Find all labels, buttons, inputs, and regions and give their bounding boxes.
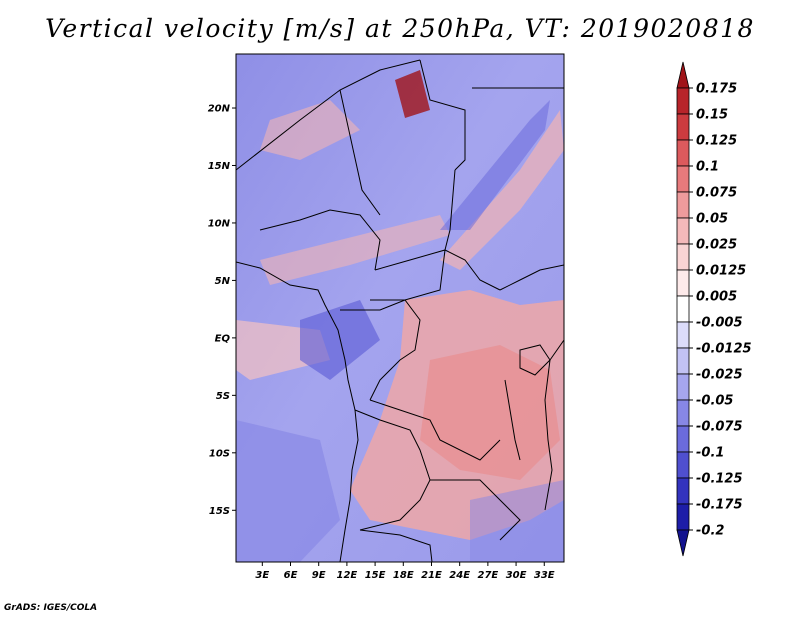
colorbar-label: -0.005 xyxy=(696,316,743,331)
colorbar-segment xyxy=(676,399,690,427)
colorbar-segment xyxy=(676,503,690,531)
colorbar-segment xyxy=(676,269,690,297)
colorbar-segment xyxy=(676,295,690,323)
lon-tick-label: 21E xyxy=(421,570,442,581)
colorbar-label: 0.05 xyxy=(696,212,728,227)
colorbar-segment xyxy=(676,165,690,193)
colorbar-segment xyxy=(676,477,690,505)
border-angola xyxy=(354,409,431,531)
negative-band-southwest xyxy=(236,420,340,562)
lon-tick-label: 18E xyxy=(393,570,414,581)
colorbar-label: 0.075 xyxy=(696,186,737,201)
border-sahara-2 xyxy=(339,89,381,216)
lake-victoria xyxy=(519,344,551,376)
colorbar-label: 0.125 xyxy=(696,134,737,149)
map-frame xyxy=(235,53,565,563)
border-zambia xyxy=(430,479,521,541)
colorbar-segment xyxy=(676,373,690,401)
colorbar-segment xyxy=(676,347,690,375)
coastline-gulf-of-guinea xyxy=(236,261,359,562)
border-congo xyxy=(340,299,421,401)
positive-streak-northwest xyxy=(260,100,360,160)
coastline-east xyxy=(544,339,564,511)
colorbar-segment xyxy=(676,217,690,245)
negative-core-north xyxy=(395,70,430,118)
boundaries xyxy=(236,59,564,562)
lat-tick-label: 5N xyxy=(215,276,231,287)
lat-tick-label: 10S xyxy=(209,448,230,459)
velocity-field xyxy=(236,54,564,562)
border-car xyxy=(370,249,446,301)
border-nigeria xyxy=(259,209,381,271)
border-drc-south xyxy=(369,399,501,461)
colorbar-label: 0.175 xyxy=(696,82,737,97)
lat-tick-label: 5S xyxy=(216,391,230,402)
border-libya-egypt xyxy=(419,59,466,171)
colorbar-segment xyxy=(676,87,690,115)
colorbar-segment xyxy=(676,529,690,557)
colorbar-segment xyxy=(676,243,690,271)
colorbar-segment xyxy=(676,139,690,167)
lon-tick-label: 15E xyxy=(365,570,386,581)
great-lakes-tanganyika xyxy=(504,379,521,461)
colorbar-label: 0.1 xyxy=(696,160,719,175)
colorbar: 0.175 0.15 0.125 0.1 0.075 0.05 0.025 0.0125 0.0… xyxy=(676,61,752,557)
colorbar-label: -0.025 xyxy=(696,368,743,383)
colorbar-label: -0.125 xyxy=(696,472,743,487)
colorbar-label: 0.15 xyxy=(696,108,728,123)
colorbar-segment xyxy=(676,113,690,141)
lat-tick-label: 20N xyxy=(208,104,231,115)
colorbar-label: -0.075 xyxy=(696,420,743,435)
colorbar-label: 0.0125 xyxy=(696,264,746,279)
colorbar-label: -0.0125 xyxy=(696,342,752,357)
colorbar-segment xyxy=(676,61,690,89)
lon-tick-label: 30E xyxy=(506,570,527,581)
colorbar-segment xyxy=(676,321,690,349)
positive-velocity-core xyxy=(420,345,560,480)
negative-band-southeast xyxy=(470,480,564,562)
negative-band-northeast xyxy=(440,100,550,230)
positive-streak-northeast xyxy=(440,110,564,270)
lon-tick-label: 9E xyxy=(312,570,326,581)
credit-text: GrADS: IGES/COLA xyxy=(4,603,98,613)
chart-title: Vertical velocity [m/s] at 250hPa, VT: 2… xyxy=(45,14,755,43)
lon-tick-label: 12E xyxy=(337,570,358,581)
colorbar-label: -0.175 xyxy=(696,498,743,513)
lon-tick-label: 3E xyxy=(255,570,269,581)
colorbar-segment xyxy=(676,425,690,453)
colorbar-label: -0.2 xyxy=(696,524,724,539)
latitude-axis: 20N 15N 10N 5N EQ 5S 10S 15S xyxy=(208,104,236,517)
border-ethiopia xyxy=(499,264,564,291)
lat-tick-label: 10N xyxy=(208,218,231,229)
colorbar-label: 0.025 xyxy=(696,238,737,253)
colorbar-label: 0.005 xyxy=(696,290,737,305)
lon-tick-label: 6E xyxy=(284,570,298,581)
lat-tick-label: EQ xyxy=(215,333,231,344)
positive-band-sahel xyxy=(260,215,450,285)
colorbar-segment xyxy=(676,191,690,219)
border-chad-sudan xyxy=(444,169,501,291)
lon-tick-label: 24E xyxy=(449,570,470,581)
lon-tick-label: 27E xyxy=(477,570,498,581)
lat-tick-label: 15N xyxy=(208,161,231,172)
colorbar-label: -0.05 xyxy=(696,394,733,409)
border-namibia xyxy=(359,529,433,562)
lat-tick-label: 15S xyxy=(209,506,230,517)
colorbar-segment xyxy=(676,451,690,479)
longitude-axis: 3E 6E 9E 12E 15E 18E 21E 24E 27E 30E 33E xyxy=(255,562,555,581)
colorbar-label: -0.1 xyxy=(696,446,724,461)
lon-tick-label: 33E xyxy=(534,570,555,581)
